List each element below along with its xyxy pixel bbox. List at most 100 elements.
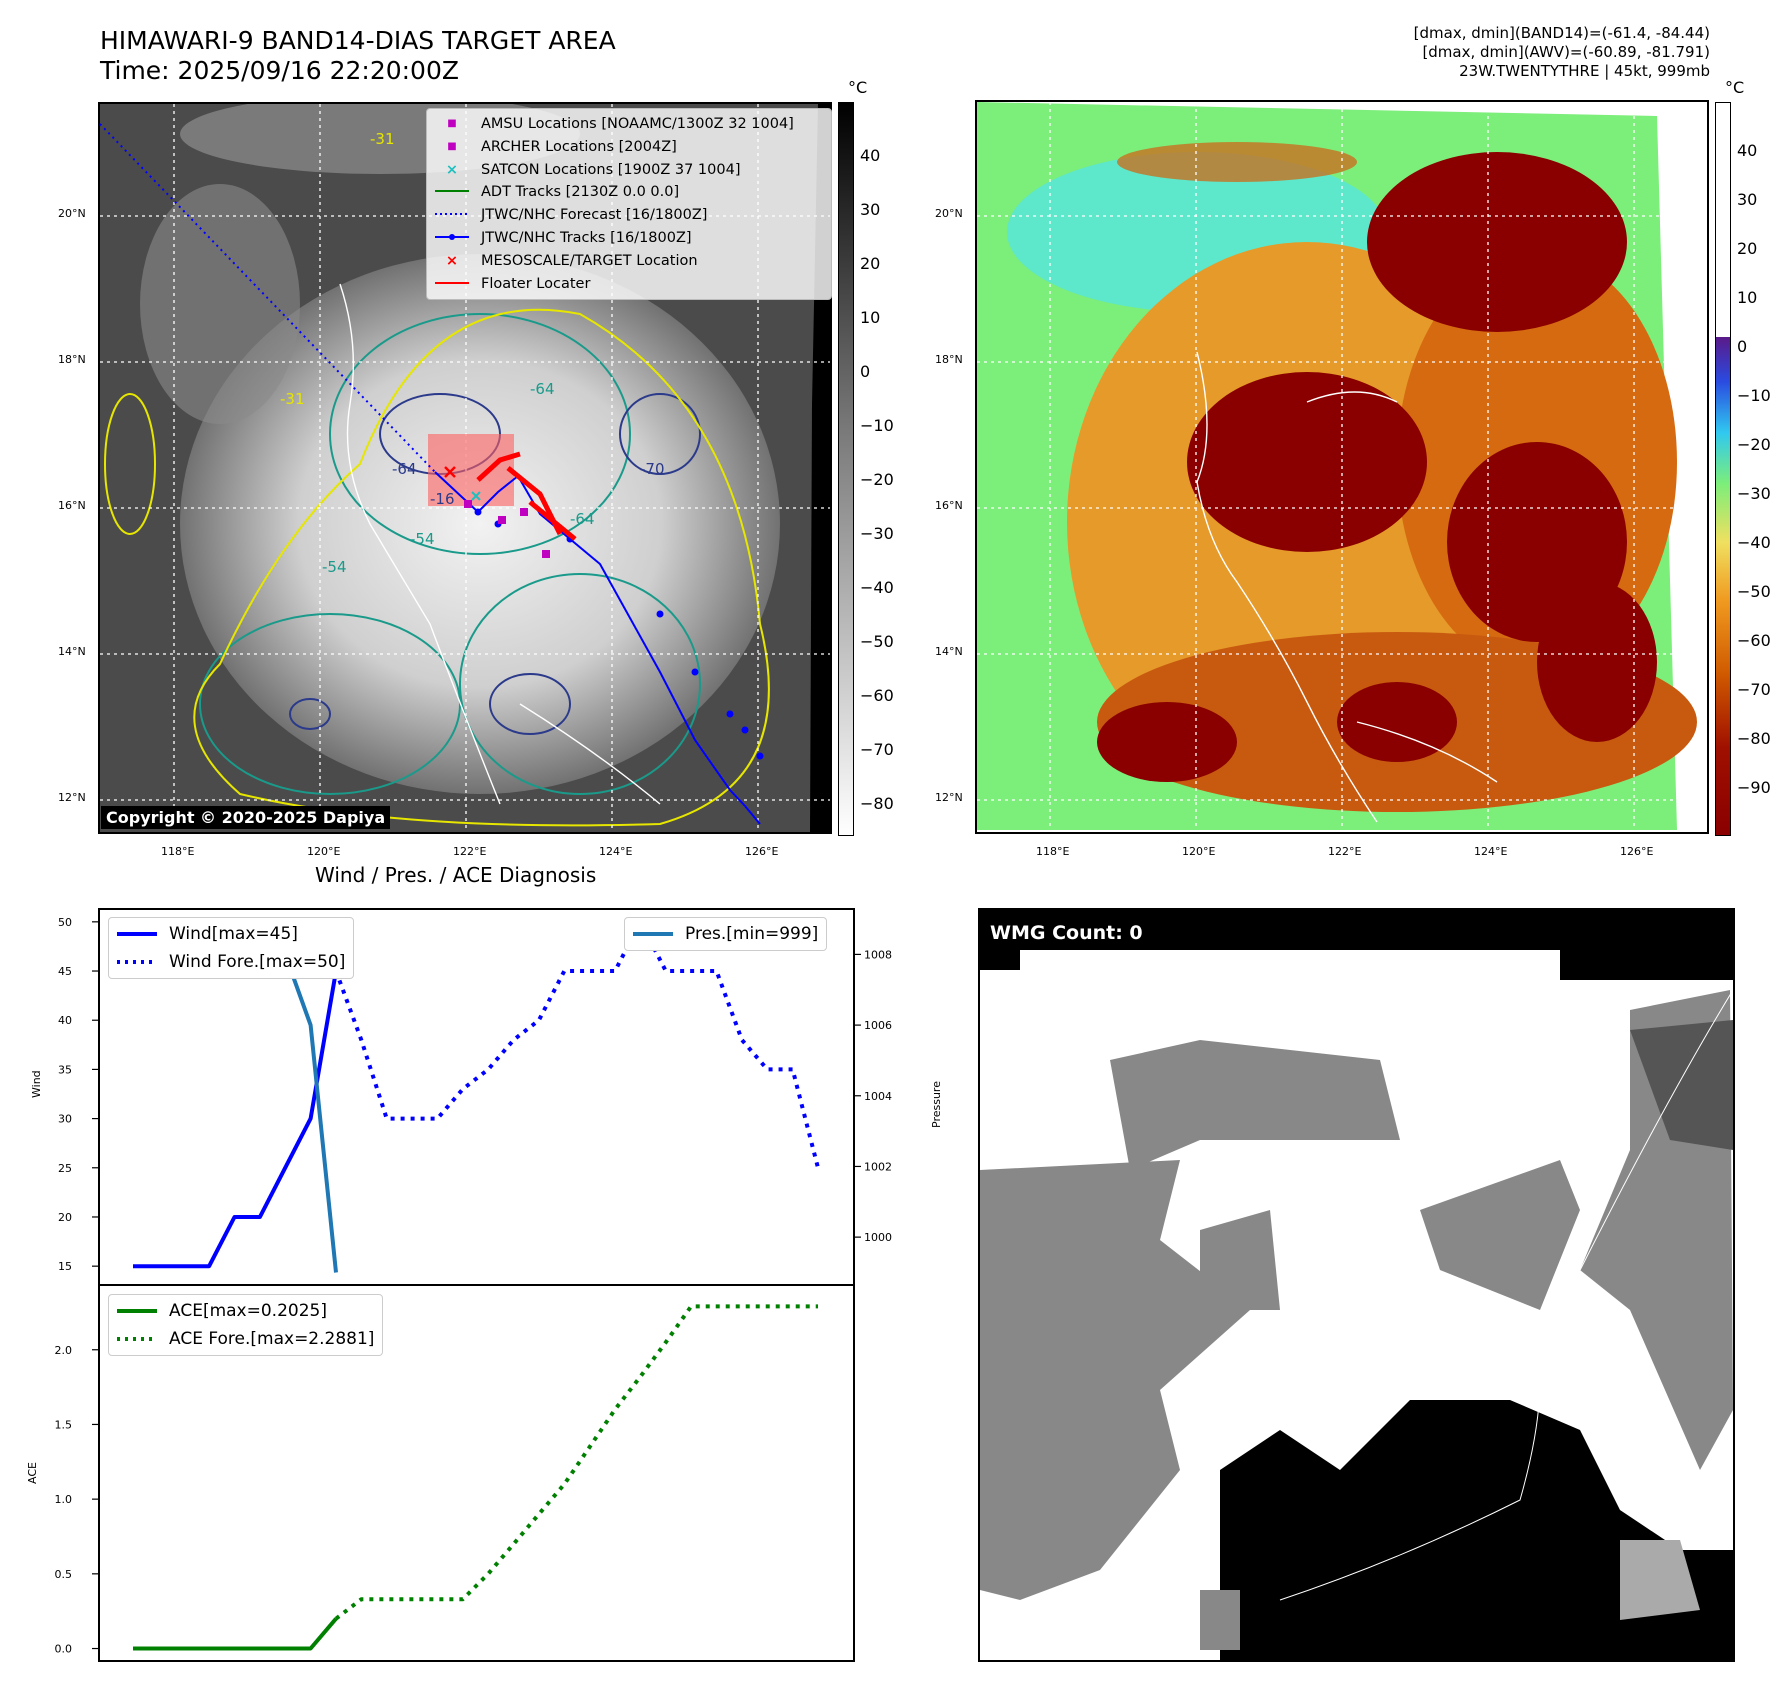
legend-item-satcon: × SATCON Locations [1900Z 37 1004]: [435, 159, 823, 182]
solid-line-icon: [117, 932, 157, 936]
colorbar-tick: 40: [860, 146, 881, 165]
lat-label: 12°N: [935, 791, 963, 804]
colorbar-tick: 40: [1737, 141, 1758, 160]
contour-label-6: -64: [570, 510, 595, 528]
axis-tick-label: 2.0: [55, 1344, 73, 1357]
axis-tick-label: 0.5: [55, 1568, 73, 1581]
wmg-panel: [978, 908, 1735, 1662]
legend-item-archer: ■ ARCHER Locations [2004Z]: [435, 136, 823, 159]
square-marker-icon: ■: [447, 118, 457, 129]
contour-label-3: -16: [430, 490, 455, 508]
lon-label: 118°E: [161, 845, 195, 858]
lat-label: 16°N: [935, 499, 963, 512]
colorbar-tick: −20: [860, 470, 894, 489]
lon-label: 126°E: [1620, 845, 1654, 858]
legend-item-target: × MESOSCALE/TARGET Location: [435, 250, 823, 273]
axis-tick-label: 1004: [864, 1090, 892, 1103]
colorbar-tick: 10: [860, 308, 881, 327]
map-legend: ■ AMSU Locations [NOAAMC/1300Z 32 1004] ■…: [426, 108, 832, 301]
axis-tick-label: 1002: [864, 1160, 892, 1173]
right-colorbar-unit: °C: [1725, 78, 1745, 97]
colorbar-tick: −60: [1737, 631, 1771, 650]
contour-label-2: -70: [640, 460, 665, 478]
square-marker-icon: ■: [447, 140, 457, 152]
wmg-map-image: [980, 910, 1733, 1660]
axis-tick-label: 50: [58, 916, 72, 929]
colorbar-tick: 20: [1737, 239, 1758, 258]
axis-tick-label: 25: [58, 1162, 72, 1175]
colorbar-tick: −80: [1737, 729, 1771, 748]
title-line-2: Time: 2025/09/16 22:20:00Z: [100, 56, 459, 85]
series-line: [334, 1304, 818, 1621]
ace-series-layer: [133, 1304, 818, 1651]
lon-label: 118°E: [1036, 845, 1070, 858]
solid-line-icon: [117, 1309, 157, 1313]
contour-label-4: -54: [322, 558, 347, 576]
lat-label: 18°N: [935, 353, 963, 366]
legend-pressure: Pres.[min=999]: [633, 920, 818, 948]
axis-tick-label: 45: [58, 965, 72, 978]
axis-tick-label: 1.0: [55, 1493, 73, 1506]
cross-marker-icon: ×: [445, 161, 459, 178]
lat-label: 14°N: [935, 645, 963, 658]
legend-item-floater: Floater Locater: [435, 273, 823, 296]
lon-label: 126°E: [745, 845, 779, 858]
axis-tick-label: 1008: [864, 948, 892, 961]
colorbar-tick: −70: [1737, 680, 1771, 699]
colorbar-tick: 30: [860, 200, 881, 219]
line-dot-icon: [435, 227, 469, 250]
lat-label: 14°N: [58, 645, 86, 658]
colorbar-tick: −90: [1737, 778, 1771, 797]
colorbar-tick: 30: [1737, 190, 1758, 209]
dotted-line-icon: [435, 204, 469, 227]
lat-label: 16°N: [58, 499, 86, 512]
copyright-label: Copyright © 2020-2025 Dapiya: [101, 806, 391, 829]
colorbar-tick: −10: [1737, 386, 1771, 405]
axis-tick-label: 30: [58, 1113, 72, 1126]
line-marker-icon: [435, 181, 469, 204]
legend-item-tracks: JTWC/NHC Tracks [16/1800Z]: [435, 227, 823, 250]
awv-map-image: [977, 102, 1707, 832]
axis-tick-label: 20: [58, 1211, 72, 1224]
ace-axis: 2.0 1.5 1.0 0.5 0.0: [55, 1344, 98, 1656]
colorbar-tick: −80: [860, 794, 894, 813]
dotted-line-icon: [117, 1337, 157, 1341]
lon-label: 122°E: [1328, 845, 1362, 858]
contour-label-9: -31: [370, 130, 395, 148]
axis-tick-label: 0.0: [55, 1643, 73, 1656]
axis-tick-label: 15: [58, 1260, 72, 1273]
wmg-count-label: WMG Count: 0: [990, 922, 1143, 944]
legend-wind: Wind[max=45]: [117, 920, 345, 948]
wind-legend: Wind[max=45] Wind Fore.[max=50]: [108, 917, 355, 979]
line-marker-icon: [435, 273, 469, 296]
lat-label: 18°N: [58, 353, 86, 366]
colorbar-tick: −30: [1737, 484, 1771, 503]
ace-ylabel: ACE: [26, 1462, 39, 1484]
legend-item-forecast: JTWC/NHC Forecast [16/1800Z]: [435, 204, 823, 227]
series-line: [133, 970, 338, 1269]
info-block: [dmax, dmin](BAND14)=(-61.4, -84.44) [dm…: [1414, 24, 1710, 81]
series-line: [133, 1617, 338, 1651]
lon-label: 120°E: [1182, 845, 1216, 858]
contour-label-5: -64: [530, 380, 555, 398]
info-line-2: [dmax, dmin](AWV)=(-60.89, -81.791): [1422, 43, 1710, 61]
colorbar-tick: 20: [860, 254, 881, 273]
lon-label: 120°E: [307, 845, 341, 858]
wind-series-layer: [133, 919, 820, 1269]
colorbar-tick: 0: [860, 362, 871, 381]
colorbar-tick: −10: [860, 416, 894, 435]
lon-label: 122°E: [453, 845, 487, 858]
ace-legend: ACE[max=0.2025] ACE Fore.[max=2.2881]: [108, 1294, 384, 1356]
wind-ylabel: Wind: [30, 1070, 43, 1098]
axis-tick-label: 1000: [864, 1231, 892, 1244]
info-line-3: 23W.TWENTYTHRE | 45kt, 999mb: [1459, 62, 1710, 80]
colorbar-tick: −50: [860, 632, 894, 651]
colorbar-tick: −70: [860, 740, 894, 759]
left-colorbar: [838, 102, 854, 836]
left-colorbar-unit: °C: [848, 78, 868, 97]
colorbar-tick: −20: [1737, 435, 1771, 454]
series-line: [334, 919, 820, 1169]
legend-item-amsu: ■ AMSU Locations [NOAAMC/1300Z 32 1004]: [435, 113, 823, 136]
wind-axis: 50 45 40 35 30 25 20 15: [58, 916, 98, 1273]
colorbar-tick: −40: [1737, 533, 1771, 552]
